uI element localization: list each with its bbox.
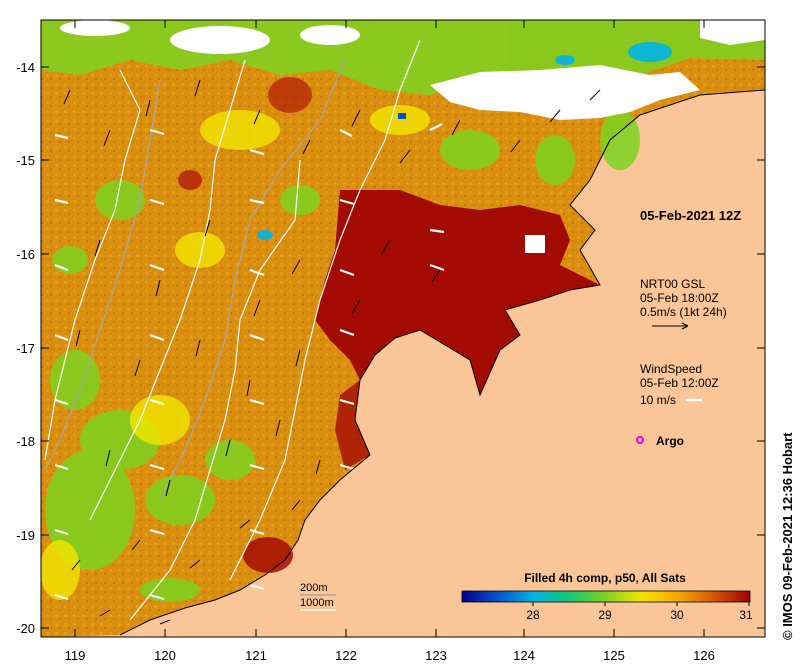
y-tick-label: -14 bbox=[16, 60, 35, 75]
x-tick-marks bbox=[74, 20, 705, 637]
warm-sst-strip bbox=[335, 380, 370, 470]
gsl-scale: 0.5m/s (1kt 24h) bbox=[640, 305, 727, 319]
warm-sst-south bbox=[243, 537, 293, 573]
gsl-arrowhead-icon bbox=[681, 322, 689, 330]
x-tick-label: 122 bbox=[335, 648, 357, 663]
y-tick-marks bbox=[41, 66, 765, 629]
y-tick-label: -20 bbox=[16, 621, 35, 636]
x-tick-label: 120 bbox=[154, 648, 176, 663]
x-tick-label: 123 bbox=[425, 648, 447, 663]
cloud-gaps bbox=[60, 20, 765, 253]
mid-sst-patches bbox=[41, 105, 430, 600]
gsl-title: NRT00 GSL bbox=[640, 277, 705, 291]
argo-marker-icon bbox=[636, 436, 644, 444]
colorbar-gradient bbox=[461, 590, 751, 603]
coastline bbox=[119, 89, 765, 636]
x-tick-label: 119 bbox=[65, 648, 86, 663]
colorbar-tick-label: 31 bbox=[739, 608, 753, 622]
y-tick-label: -17 bbox=[16, 341, 35, 356]
x-tick-labels: 119 120 121 122 123 124 125 126 bbox=[65, 648, 715, 663]
map-plot-area bbox=[41, 20, 765, 637]
y-tick-labels: -14 -15 -16 -17 -18 -19 -20 bbox=[16, 60, 35, 636]
argo-legend: Argo bbox=[636, 434, 684, 448]
gsl-legend: NRT00 GSL 05-Feb 18:00Z 0.5m/s (1kt 24h) bbox=[640, 277, 727, 330]
contour-200-label: 200m bbox=[300, 582, 328, 594]
y-tick-label: -16 bbox=[16, 247, 35, 262]
y-tick-label: -19 bbox=[16, 528, 35, 543]
y-tick-label: -15 bbox=[16, 153, 35, 168]
contour-1000-label: 1000m bbox=[300, 597, 334, 609]
wind-title: WindSpeed bbox=[640, 362, 702, 376]
y-tick-label: -18 bbox=[16, 434, 35, 449]
argo-label: Argo bbox=[656, 434, 684, 448]
plot-frame bbox=[40, 19, 766, 638]
credit-label: © IMOS 09-Feb-2021 12:36 Hobart bbox=[780, 432, 795, 640]
x-tick-label: 121 bbox=[245, 648, 267, 663]
x-tick-label: 125 bbox=[603, 648, 625, 663]
colorbar: Filled 4h comp, p50, All Sats 28 29 30 3… bbox=[461, 571, 753, 622]
wind-scale: 10 m/s bbox=[640, 393, 676, 407]
colorbar-tick-label: 29 bbox=[598, 608, 612, 622]
contour-legend: 200m 1000m bbox=[300, 582, 336, 611]
colorbar-tick-label: 28 bbox=[526, 608, 540, 622]
wind-legend: WindSpeed 05-Feb 12:00Z 10 m/s bbox=[640, 362, 719, 407]
wind-time: 05-Feb 12:00Z bbox=[640, 376, 719, 390]
wind-arrows bbox=[54, 123, 445, 601]
bathymetry-contours bbox=[44, 39, 421, 621]
date-label: 05-Feb-2021 12Z bbox=[640, 208, 741, 223]
warm-sst-spot bbox=[178, 170, 202, 190]
gsl-time: 05-Feb 18:00Z bbox=[640, 291, 719, 305]
colorbar-tick-label: 30 bbox=[670, 608, 684, 622]
colorbar-title: Filled 4h comp, p50, All Sats bbox=[524, 571, 686, 585]
x-tick-label: 126 bbox=[693, 648, 715, 663]
warm-sst-north bbox=[268, 77, 312, 113]
x-tick-label: 124 bbox=[513, 648, 535, 663]
current-arrows bbox=[63, 79, 601, 625]
